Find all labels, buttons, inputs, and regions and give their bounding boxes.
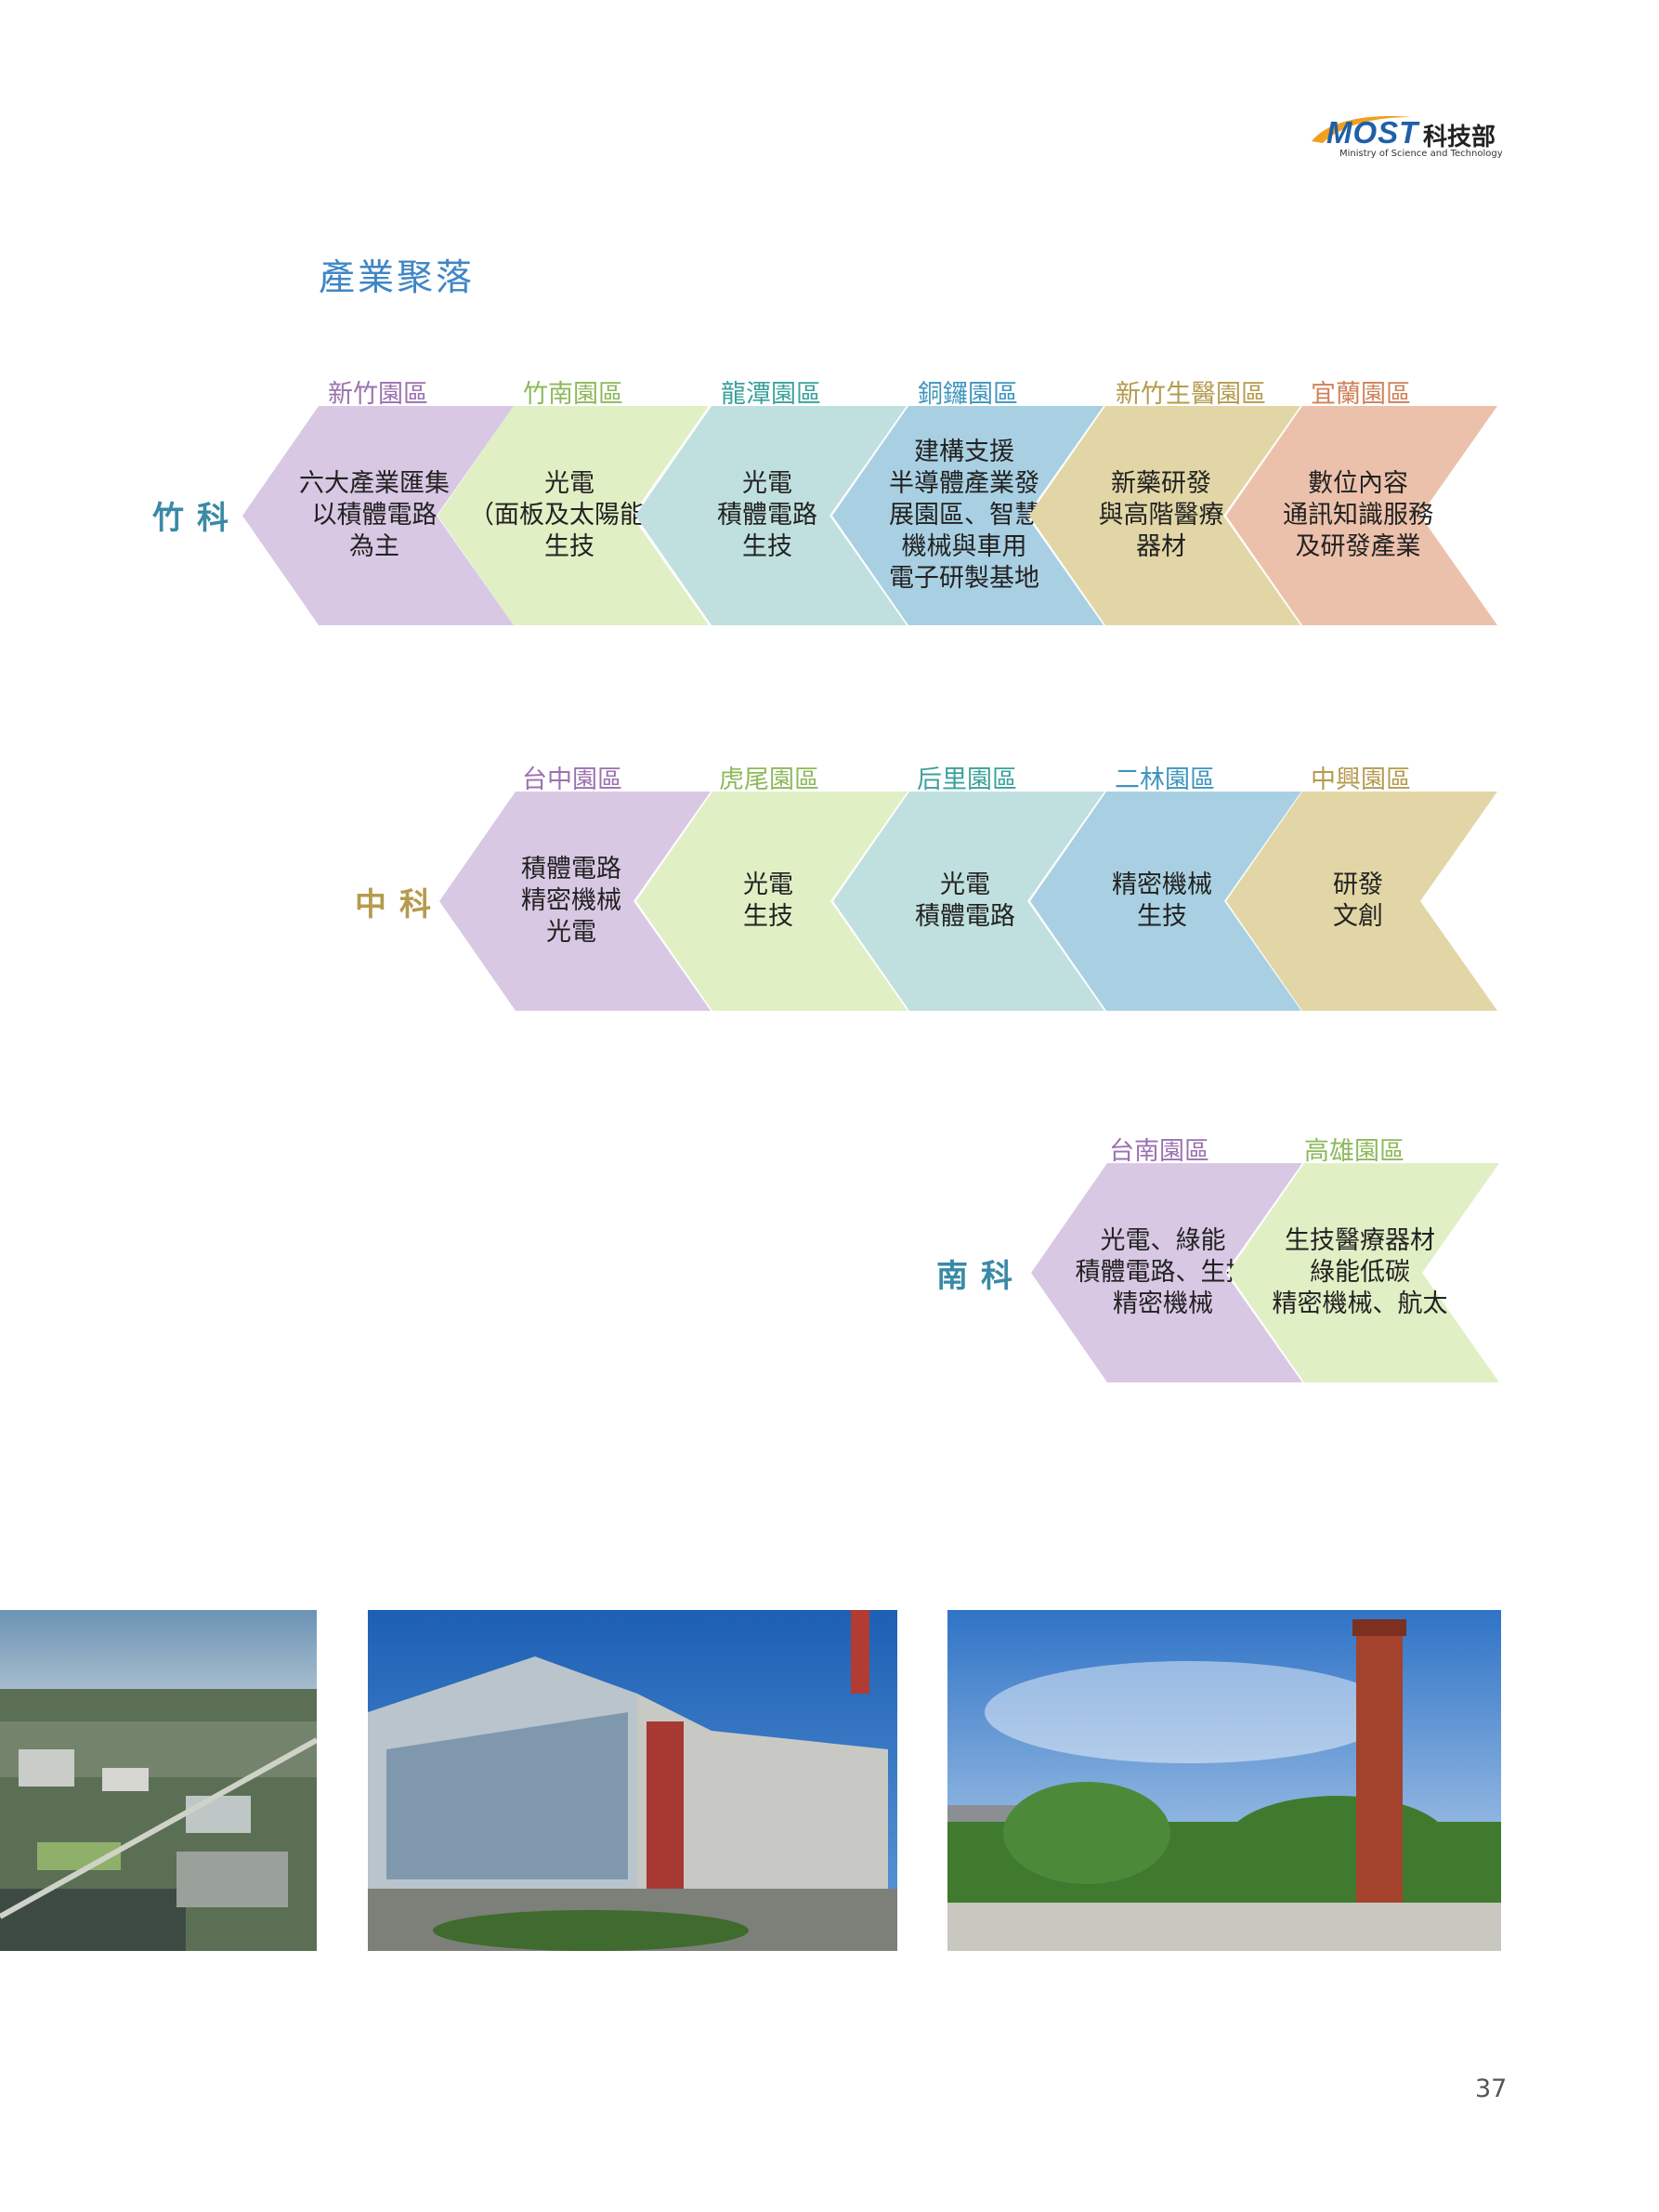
chevron-text: 光電 積體電路 生技 [717, 469, 817, 561]
row-label-text: 竹科 [152, 500, 242, 537]
chevron-shape: 新藥研發 與高階醫療 器材 [1022, 406, 1300, 625]
chevron-text: 生技醫療器材 綠能低碳 精密機械、航太 [1272, 1226, 1448, 1318]
chevron-text: 光電 （面板及太陽能） 生技 [469, 469, 670, 561]
row-label-text: 中科 [355, 886, 444, 923]
chevron-shape: 光電 （面板及太陽能） 生技 [430, 406, 709, 625]
park-name: 銅鑼園區 [918, 380, 1018, 409]
building-photo [368, 1610, 897, 1951]
chevron-shape: 光電、綠能 積體電路、生技 精密機械 [1024, 1163, 1302, 1382]
logo-name-zh: 科技部 [1423, 124, 1496, 151]
chevron-text: 研發 文創 [1333, 870, 1383, 931]
chevron-text: 光電 積體電路 [915, 870, 1015, 931]
chevron-shape: 積體電路 精密機械 光電 [432, 792, 711, 1011]
chevron-shape: 六大產業匯集 以積體電路 為主 [235, 406, 514, 625]
chevron-text: 新藥研發 與高階醫療 器材 [1098, 469, 1224, 561]
chevron-text: 數位內容 通訊知識服務 及研發產業 [1283, 469, 1433, 561]
park-name: 二林園區 [1115, 766, 1215, 794]
chevron-text: 光電、綠能 積體電路、生技 精密機械 [1075, 1226, 1251, 1318]
logo-brand: MOST [1326, 115, 1419, 150]
park-name: 高雄園區 [1304, 1137, 1404, 1166]
chevron-shape: 精密機械 生技 [1023, 792, 1301, 1011]
chevron-shape: 光電 積體電路 生技 [628, 406, 907, 625]
aerial-photo [0, 1610, 317, 1951]
row-label: 南科 [936, 1250, 1025, 1296]
park-name: 竹南園區 [523, 380, 623, 409]
chevron-text: 積體電路 精密機械 光電 [521, 855, 621, 947]
park-name: 宜蘭園區 [1311, 380, 1411, 409]
park-name: 新竹生醫園區 [1116, 380, 1266, 409]
logo-name-en: Ministry of Science and Technology [1339, 149, 1503, 159]
logo-swoosh-icon [1312, 116, 1412, 143]
chevron-text: 六大產業匯集 以積體電路 為主 [299, 469, 450, 561]
park-name: 新竹園區 [328, 380, 428, 409]
park-name: 虎尾園區 [719, 766, 819, 794]
park-name: 台中園區 [522, 766, 622, 794]
chevron-shape: 數位內容 通訊知識服務 及研發產業 [1219, 406, 1497, 625]
chevron-shape: 建構支援 半導體產業發 展園區、智慧 機械與車用 電子研製基地 [825, 406, 1104, 625]
row-label-text: 南科 [936, 1258, 1025, 1295]
chevron-text: 光電 生技 [743, 870, 793, 931]
row-label: 竹科 [152, 492, 242, 538]
most-logo: MOST 科技部 Ministry of Science and Technol… [1310, 111, 1509, 163]
page-title: 產業聚落 [319, 257, 476, 299]
park-name: 后里園區 [917, 766, 1017, 794]
page-number: 37 [1475, 2075, 1508, 2103]
chevron-shape: 光電 積體電路 [826, 792, 1104, 1011]
park-name: 龍潭園區 [721, 380, 821, 409]
row-label: 中科 [355, 879, 444, 924]
chevron-shape: 光電 生技 [629, 792, 908, 1011]
park-name: 中興園區 [1311, 766, 1411, 794]
park-gate-photo [947, 1610, 1501, 1951]
park-name: 台南園區 [1109, 1137, 1209, 1166]
chevron-text: 精密機械 生技 [1112, 870, 1212, 931]
chevron-text: 建構支援 半導體產業發 展園區、智慧 機械與車用 電子研製基地 [889, 438, 1039, 593]
chevron-shape: 生技醫療器材 綠能低碳 精密機械、航太 [1221, 1163, 1499, 1382]
chevron-shape: 研發 文創 [1219, 792, 1497, 1011]
